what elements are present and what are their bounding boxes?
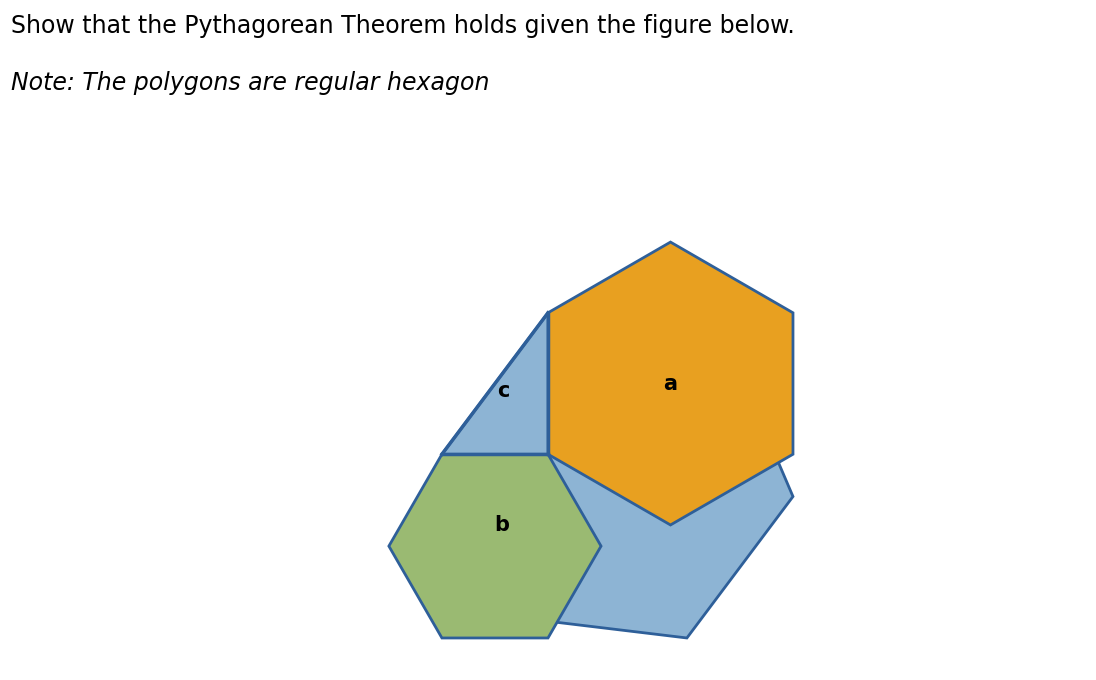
Text: a: a bbox=[663, 373, 677, 394]
Polygon shape bbox=[389, 454, 601, 638]
Polygon shape bbox=[442, 313, 794, 638]
Text: Show that the Pythagorean Theorem holds given the figure below.: Show that the Pythagorean Theorem holds … bbox=[11, 14, 795, 37]
Text: c: c bbox=[498, 381, 510, 401]
Text: b: b bbox=[494, 515, 510, 535]
Polygon shape bbox=[548, 242, 794, 525]
Text: Note: The polygons are regular hexagon: Note: The polygons are regular hexagon bbox=[11, 71, 490, 95]
